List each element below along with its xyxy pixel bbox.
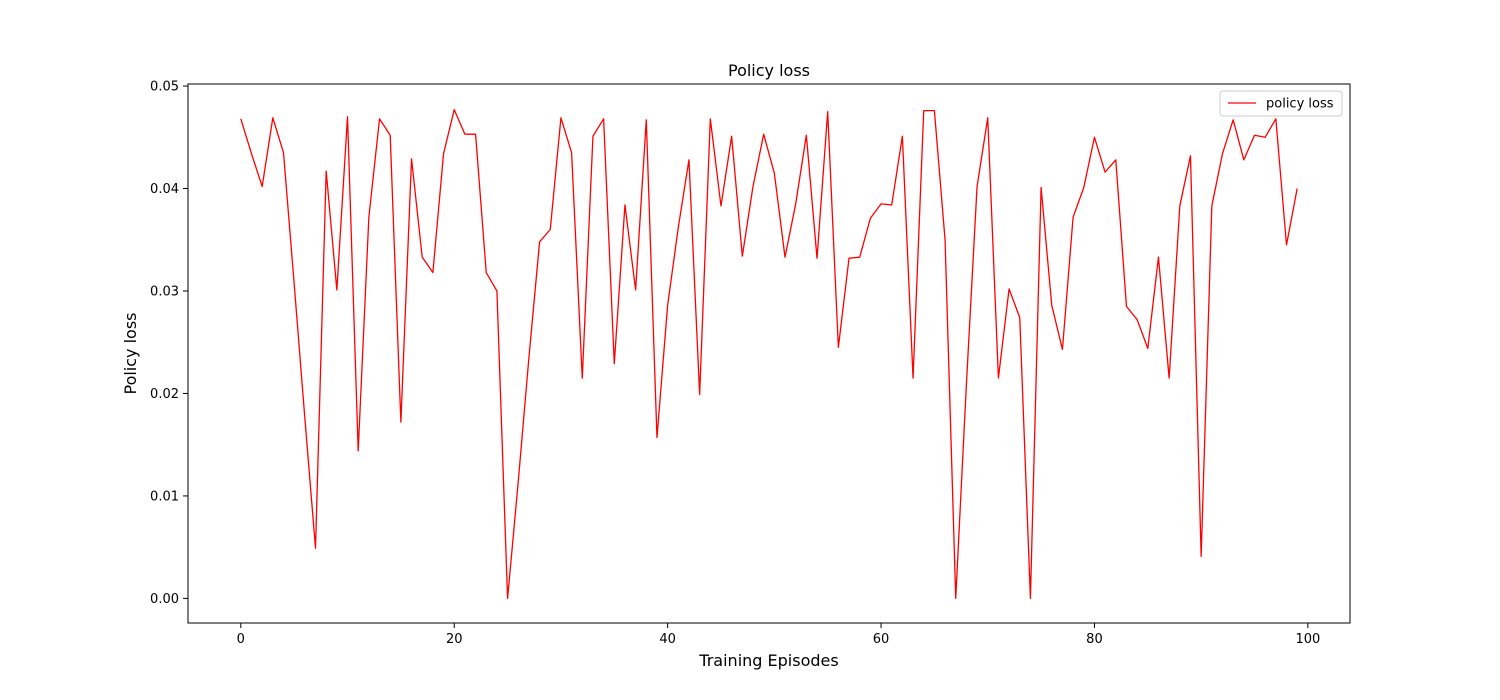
chart-title: Policy loss [728,61,810,80]
y-tick-label: 0.00 [150,592,179,607]
x-tick-label: 20 [446,632,463,647]
y-tick-label: 0.01 [150,489,179,504]
y-tick-label: 0.03 [150,284,179,299]
x-tick-label: 40 [659,632,676,647]
x-axis-label: Training Episodes [698,651,838,670]
x-tick-label: 0 [237,632,245,647]
legend-box [1219,90,1343,117]
x-tick-label: 100 [1295,632,1320,647]
y-tick-label: 0.05 [150,80,179,95]
y-axis-label: Policy loss [121,312,140,394]
y-tick-label: 0.04 [150,182,179,197]
legend-label: policy loss [1266,97,1334,112]
y-tick-label: 0.02 [150,387,179,402]
plot-frame [187,83,1351,624]
plot-area [188,84,1350,623]
legend: policy loss [1219,90,1343,117]
x-tick-label: 80 [1086,632,1103,647]
series-line-0 [240,108,1298,600]
x-tick-label: 60 [873,632,890,647]
